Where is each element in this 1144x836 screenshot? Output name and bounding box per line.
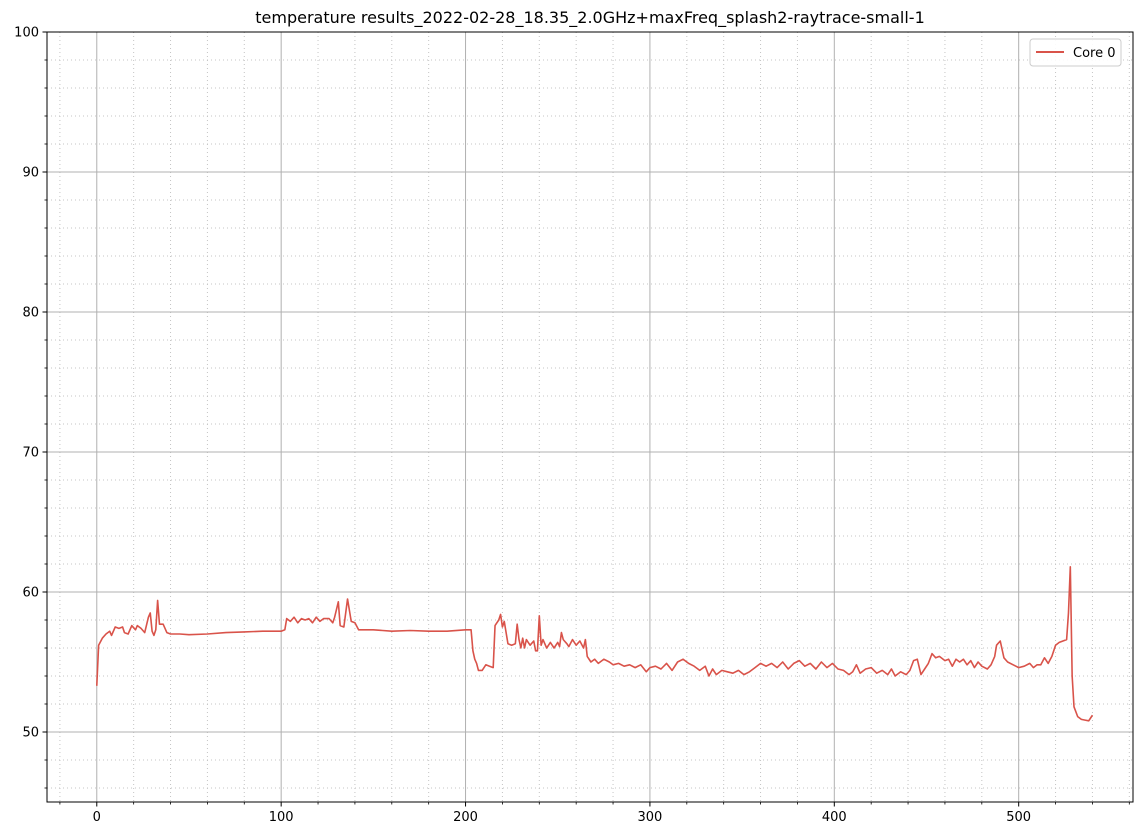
legend: Core 0 <box>1029 38 1122 67</box>
x-tick-label: 500 <box>1006 810 1031 825</box>
legend-box <box>1029 38 1122 67</box>
x-tick-label: 100 <box>269 810 294 825</box>
chart-title: temperature results_2022-02-28_18.35_2.0… <box>255 8 925 28</box>
x-tick-label: 200 <box>453 810 478 825</box>
plot-frame <box>46 31 1134 803</box>
y-tick-label: 100 <box>14 26 39 41</box>
y-tick-label: 50 <box>22 726 39 741</box>
y-tick-label: 70 <box>22 446 39 461</box>
y-tick-label: 60 <box>22 586 39 601</box>
series-line-core-0 <box>95 566 1094 722</box>
x-tick-label: 400 <box>822 810 847 825</box>
series-layer <box>95 566 1094 722</box>
y-tick-label: 90 <box>22 166 39 181</box>
x-tick-label: 0 <box>93 810 101 825</box>
x-tick-label: 300 <box>638 810 663 825</box>
axis-ticks: 0 100 200 300 400 500 50 60 70 80 90 100 <box>14 26 1130 825</box>
grid-lines <box>47 32 1133 802</box>
y-tick-label: 80 <box>22 306 39 321</box>
legend-entry-core-0: Core 0 <box>1073 46 1116 61</box>
